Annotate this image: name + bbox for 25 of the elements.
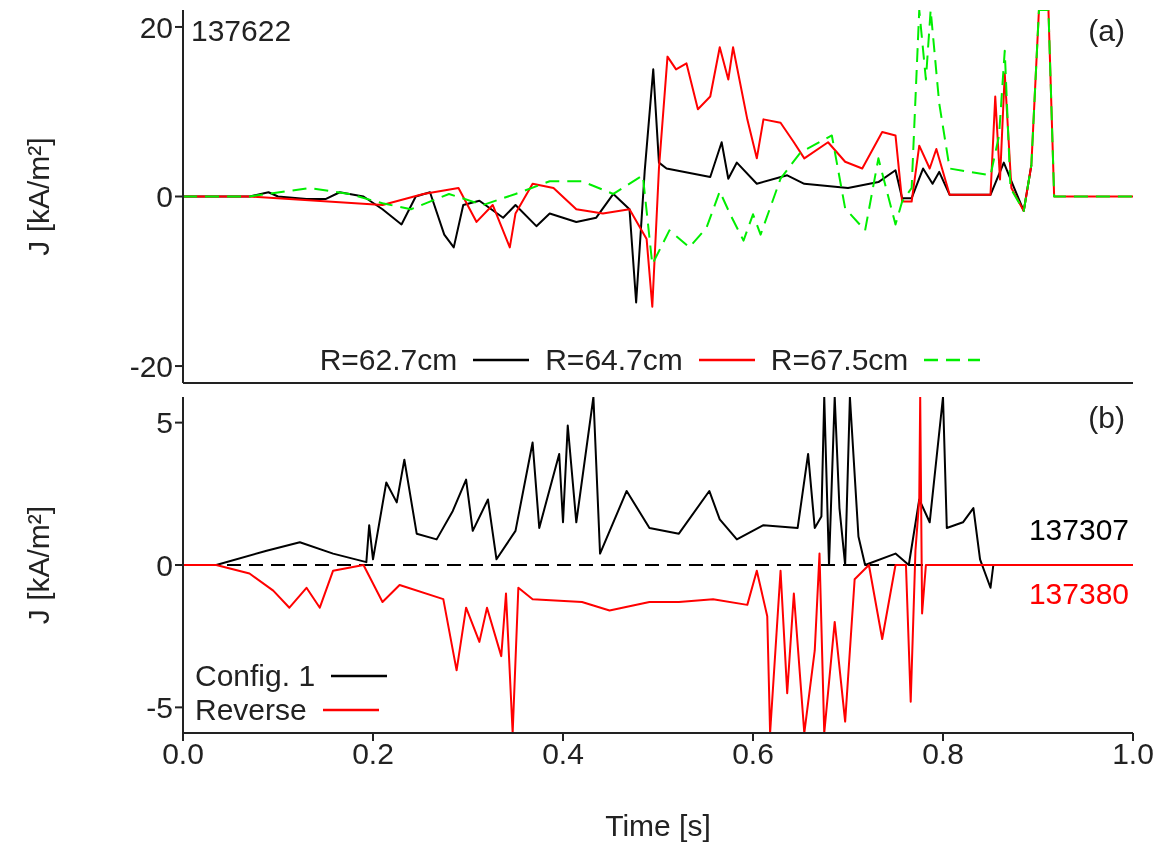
x-tick-label: 1.0 [1112,737,1154,771]
y-tick-label: -20 [129,349,173,383]
legend-label: Reverse [195,693,307,727]
y-axis-title: J [kA/m²] [21,137,55,256]
y-axis-title: J [kA/m²] [21,505,55,625]
annotation: 137307 [1028,513,1129,546]
annotation: (b) [1088,401,1125,434]
legend-label: Config. 1 [195,659,316,693]
y-tick-label: 5 [156,406,173,440]
x-tick-label: 0.4 [542,737,584,771]
annotation: (a) [1088,14,1125,47]
legend-label: R=64.7cm [545,343,683,377]
x-axis-title: Time [s] [605,809,711,842]
x-tick-label: 0.2 [352,737,394,771]
y-tick-label: 0 [156,180,173,214]
x-tick-label: 0.0 [162,737,204,771]
y-tick-label: -5 [146,691,173,725]
annotation: 137622 [191,14,292,47]
legend-label: R=67.5cm [770,343,909,377]
annotation: 137380 [1028,577,1129,610]
x-tick-label: 0.8 [922,737,964,771]
legend-label: R=62.7cm [319,343,458,377]
y-tick-label: 20 [139,10,173,44]
x-tick-label: 0.6 [732,737,774,771]
y-tick-label: 0 [156,548,173,582]
